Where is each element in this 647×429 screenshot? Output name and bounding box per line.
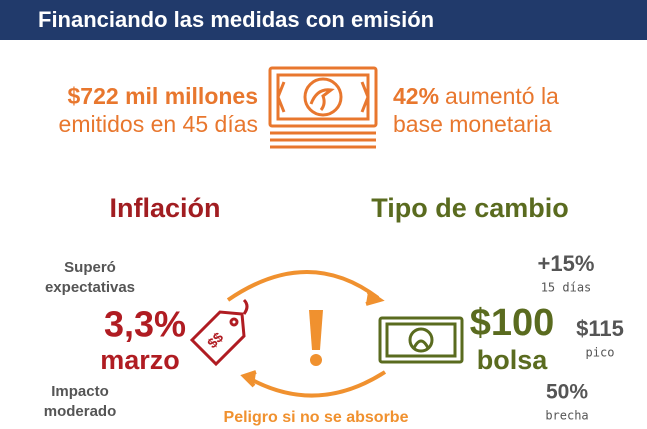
exchange-value: $100 xyxy=(470,302,555,344)
banknote-icon xyxy=(268,66,378,149)
inflation-impact: Impacto xyxy=(51,383,109,400)
warning-text: Peligro si no se absorbe xyxy=(224,409,409,426)
exchange-market: bolsa xyxy=(477,345,549,375)
inflation-note: expectativas xyxy=(45,279,135,296)
exchange-title: Tipo de cambio xyxy=(371,193,569,223)
inflation-note: Superó xyxy=(64,259,116,276)
price-tag-icon: $$ xyxy=(189,298,249,367)
inflation-title: Inflación xyxy=(109,193,220,223)
emission-amount: $722 mil millones xyxy=(68,83,258,109)
exchange-change: +15% xyxy=(538,251,595,276)
exchange-peak: $115 xyxy=(576,316,624,341)
emission-detail: emitidos en 45 días xyxy=(59,111,258,137)
base-percent: 42% xyxy=(393,83,439,109)
inflation-month: marzo xyxy=(100,345,180,375)
base-line: 42% aumentó la xyxy=(393,83,559,109)
dollar-bill-icon xyxy=(378,316,464,364)
svg-text:$$: $$ xyxy=(204,329,226,351)
exchange-change-period: 15 días xyxy=(541,281,592,295)
base-detail: base monetaria xyxy=(393,111,552,137)
warning-icon xyxy=(309,310,323,366)
inflation-impact: moderado xyxy=(44,403,117,420)
exchange-gap: 50% xyxy=(546,381,588,404)
exchange-gap-label: brecha xyxy=(545,409,588,423)
inflation-value: 3,3% xyxy=(104,304,186,345)
cycle-arrows xyxy=(226,270,387,398)
exchange-peak-label: pico xyxy=(586,346,615,360)
header-bar xyxy=(0,0,647,40)
base-text: aumentó la xyxy=(445,83,559,109)
header-title: Financiando las medidas con emisión xyxy=(38,7,434,32)
